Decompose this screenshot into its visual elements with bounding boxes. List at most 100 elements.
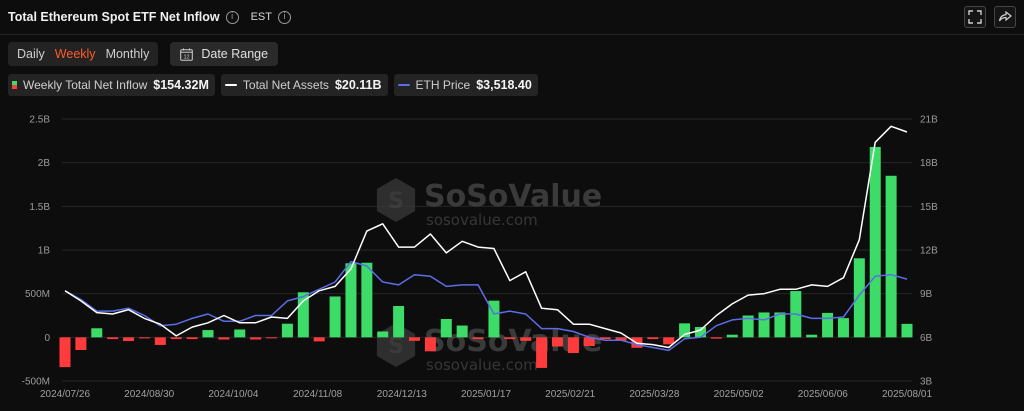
inflow-bar [218,337,230,340]
inflow-bar [170,337,182,340]
inflow-bar [726,334,738,338]
date-range-button[interactable]: 12 Date Range [170,42,279,66]
inflow-bar [806,334,818,338]
x-axis-tick: 2024/10/04 [208,389,258,400]
x-axis-tick: 2024/07/26 [40,389,90,400]
inflow-bar [885,175,897,338]
x-axis-tick: 2024/08/30 [124,389,174,400]
inflow-bar [281,323,293,338]
right-axis-tick: 18B [920,158,938,169]
legend-inflow-label: Weekly Total Net Inflow [23,78,148,92]
inflow-bar [123,337,135,342]
x-axis-tick: 2025/01/17 [461,389,511,400]
inflow-bar [440,318,452,338]
left-axis-tick: 1.5B [29,202,50,213]
inflow-bar [202,330,214,338]
right-axis-tick: 15B [920,202,938,213]
inflow-bar [138,337,150,339]
inflow-bar [154,337,166,345]
inflow-bar [186,337,198,340]
legend-assets-label: Total Net Assets [242,78,329,92]
inflow-bar [297,292,309,338]
chart-title: Total Ethereum Spot ETF Net Inflow [8,10,220,24]
inflow-bar [710,337,722,339]
inflow-bar [694,327,706,338]
tab-monthly[interactable]: Monthly [105,47,150,61]
inflow-bar [679,323,691,338]
inflow-bar [329,296,341,338]
inflow-bar [742,315,754,338]
inflow-bar [663,337,675,345]
chart-header: Total Ethereum Spot ETF Net Inflow i EST… [8,6,291,28]
x-axis-tick: 2024/12/13 [377,389,427,400]
share-icon[interactable] [994,6,1016,28]
left-axis-tick: 1B [38,246,51,257]
inflow-bar [409,337,421,341]
inflow-bar [107,337,119,340]
legend-inflow-value: $154.32M [153,78,209,92]
left-axis-tick: 2B [38,158,51,169]
legend-inflow[interactable]: Weekly Total Net Inflow $154.32M [8,74,215,96]
inflow-bar [91,328,103,338]
right-axis-tick: 3B [920,377,933,388]
legend-price[interactable]: ETH Price $3,518.40 [393,74,538,96]
inflow-bar [424,337,436,352]
info-icon[interactable]: i [225,10,239,24]
legend-assets[interactable]: Total Net Assets $20.11B [220,74,388,96]
inflow-bar [234,329,246,338]
tab-weekly[interactable]: Weekly [54,47,96,61]
watermark-url: sosovalue.com [426,211,538,229]
sosovalue-logo-icon [376,178,416,222]
inflow-bar [59,337,71,368]
inflow-bar [822,312,834,338]
eth-price-line [64,260,908,352]
inflow-bar [313,337,325,342]
inflow-bar [583,337,595,347]
total-net-assets-line [64,125,908,349]
x-axis-tick: 2025/02/21 [545,389,595,400]
legend-assets-value: $20.11B [334,78,382,92]
inflow-bar [901,323,913,338]
inflow-swatch-icon [12,81,17,89]
inflow-bar [599,337,611,340]
inflow-bar [615,337,627,341]
inflow-bar [75,337,87,350]
legend-price-label: ETH Price [415,78,471,92]
inflow-bar [520,337,532,341]
watermark-brand: SoSoValue [424,179,602,214]
left-axis-tick: 500M [25,289,50,300]
left-axis-tick: 0 [44,333,50,344]
right-axis-tick: 12B [920,246,938,257]
right-axis-tick: 6B [920,333,933,344]
inflow-bar [361,262,373,338]
inflow-bar [758,312,770,338]
inflow-bar [377,331,389,338]
timezone-label: EST [250,11,272,23]
legend-price-value: $3,518.40 [476,78,532,92]
inflow-bar [504,337,516,340]
tab-daily[interactable]: Daily [17,47,45,61]
inflow-bar [266,337,278,339]
inflow-bar [488,300,500,338]
inflow-bar [456,325,468,338]
fullscreen-icon[interactable] [964,6,986,28]
calendar-icon: 12 [180,48,194,61]
header-divider [0,34,1024,35]
toolbar: Daily Weekly Monthly 12 Date Range [8,42,279,66]
x-axis-tick: 2025/06/06 [798,389,848,400]
left-axis-tick: -500M [22,377,50,388]
x-axis-tick: 2025/08/01 [882,389,932,400]
timezone-info-icon[interactable]: i [277,10,291,24]
inflow-bar [551,337,563,347]
assets-swatch-icon [224,84,237,86]
top-actions [964,6,1016,28]
x-axis-tick: 2025/05/02 [714,389,764,400]
inflow-bar [393,305,405,338]
interval-tabs: Daily Weekly Monthly [8,42,159,66]
inflow-bar [345,263,357,338]
price-swatch-icon [397,84,410,86]
x-axis-tick: 2025/03/28 [629,389,679,400]
inflow-bar [472,337,484,340]
